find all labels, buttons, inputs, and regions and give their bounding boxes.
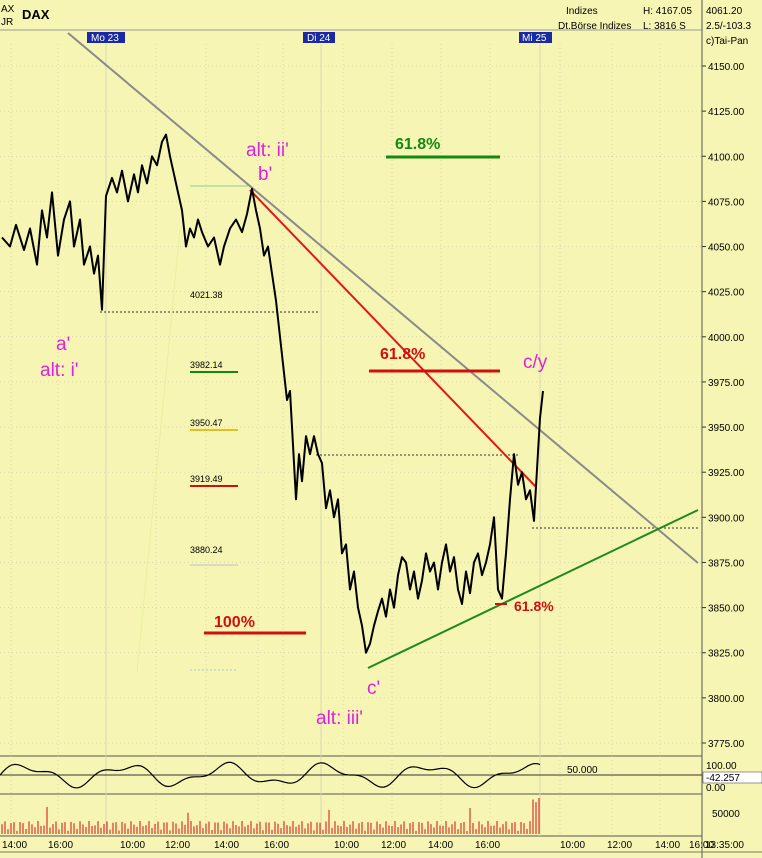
day-markers: Mo 23 Di 24 Mi 25 [87, 32, 552, 44]
price-series-line [1, 133, 544, 654]
day-marker-mi: Mi 25 [522, 33, 547, 44]
y-tick-label: 4000.00 [708, 333, 745, 344]
x-tick-label: 16:00 [48, 840, 73, 851]
wave-label-b: b' [258, 164, 272, 185]
source-label: c)Tai-Pan [706, 36, 748, 47]
x-tick-label: 14:00 [655, 840, 680, 851]
wave-label-alt-iii: alt: iii' [316, 708, 363, 729]
day-marker-di: Di 24 [307, 33, 331, 44]
y-tick-label: 4125.00 [708, 107, 745, 118]
green-uptrend-line [367, 509, 699, 669]
level-label-5: 3880.24 [190, 545, 223, 555]
x-tick-label: 10:00 [120, 840, 145, 851]
time-label: 13:35:00 [705, 840, 744, 851]
gray-downtrend-line [67, 32, 699, 564]
symbol-cut-bottom: JR [1, 17, 13, 28]
change-label: 2.5/-103.3 [706, 21, 751, 32]
osc-tick-100: 100.00 [706, 761, 737, 772]
y-tick-label: 3950.00 [708, 423, 745, 434]
osc-value: -42.257 [706, 773, 740, 784]
category-label: Indizes [566, 6, 598, 17]
y-tick-label: 4075.00 [708, 197, 745, 208]
x-tick-label: 14:00 [2, 840, 27, 851]
x-axis: 14:00 16:00 10:00 12:00 14:00 16:00 10:00 12:00… [2, 840, 714, 851]
level-lines [100, 185, 700, 673]
x-tick-label: 12:00 [381, 840, 406, 851]
last-price: 4061.20 [706, 6, 743, 17]
y-axis: 3775.00 3800.00 3825.00 3850.00 3875.00 3900.… [702, 62, 745, 750]
y-tick-label: 4100.00 [708, 152, 745, 163]
x-tick-label: 12:00 [165, 840, 190, 851]
y-tick-label: 3975.00 [708, 378, 745, 389]
x-tick-label: 14:00 [428, 840, 453, 851]
x-tick-label: 16:00 [475, 840, 500, 851]
level-label-4: 3919.49 [190, 474, 223, 484]
fib-small-label: 61.8% [514, 598, 554, 614]
x-tick-label: 12:00 [607, 840, 632, 851]
level-label-1: 4021.38 [190, 290, 223, 300]
osc-mid-label: 50.000 [567, 765, 598, 776]
fib-100-label: 100% [214, 614, 255, 631]
y-tick-label: 4150.00 [708, 62, 745, 73]
y-tick-label: 3900.00 [708, 513, 745, 524]
x-tick-label: 16:00 [264, 840, 289, 851]
wave-label-cy: c/y [523, 352, 548, 373]
volume-tick: 50000 [712, 809, 740, 820]
wave-label-a: a' [56, 334, 70, 355]
wave-label-alt-ii: alt: ii' [246, 140, 289, 161]
y-tick-label: 4050.00 [708, 243, 745, 254]
fib-green-label: 61.8% [395, 136, 440, 153]
level-label-2: 3982.14 [190, 360, 223, 370]
red-downtrend-line [249, 189, 537, 488]
y-tick-label: 3825.00 [708, 649, 745, 660]
wave-label-c: c' [367, 678, 380, 699]
level-labels: 4021.38 3982.14 3950.47 3919.49 3880.24 [190, 290, 223, 555]
low-label: L: 3816 S [643, 21, 686, 32]
y-tick-label: 3800.00 [708, 694, 745, 705]
x-tick-label: 10:00 [334, 840, 359, 851]
grid-lines [0, 44, 702, 836]
day-marker-mo: Mo 23 [91, 33, 119, 44]
symbol-cut-top: AX [1, 4, 15, 15]
y-tick-label: 4025.00 [708, 288, 745, 299]
fib-red-label: 61.8% [380, 346, 425, 363]
y-tick-label: 3850.00 [708, 604, 745, 615]
chart-title: DAX [22, 7, 50, 22]
x-tick-label: 16:00 [689, 840, 714, 851]
osc-tick-0: 0.00 [706, 783, 726, 794]
y-tick-label: 3875.00 [708, 558, 745, 569]
oscillator-panel: 50.000 100.00 0.00 -42.257 [0, 761, 762, 794]
x-tick-label: 10:00 [560, 840, 585, 851]
y-tick-label: 3925.00 [708, 468, 745, 479]
y-tick-label: 3775.00 [708, 739, 745, 750]
high-label: H: 4167.05 [643, 6, 692, 17]
volume-panel [1, 798, 540, 834]
wave-label-alt-i: alt: i' [40, 360, 78, 381]
x-tick-label: 14:00 [214, 840, 239, 851]
level-label-3: 3950.47 [190, 418, 223, 428]
exchange-label: Dt.Börse Indizes [558, 21, 631, 32]
